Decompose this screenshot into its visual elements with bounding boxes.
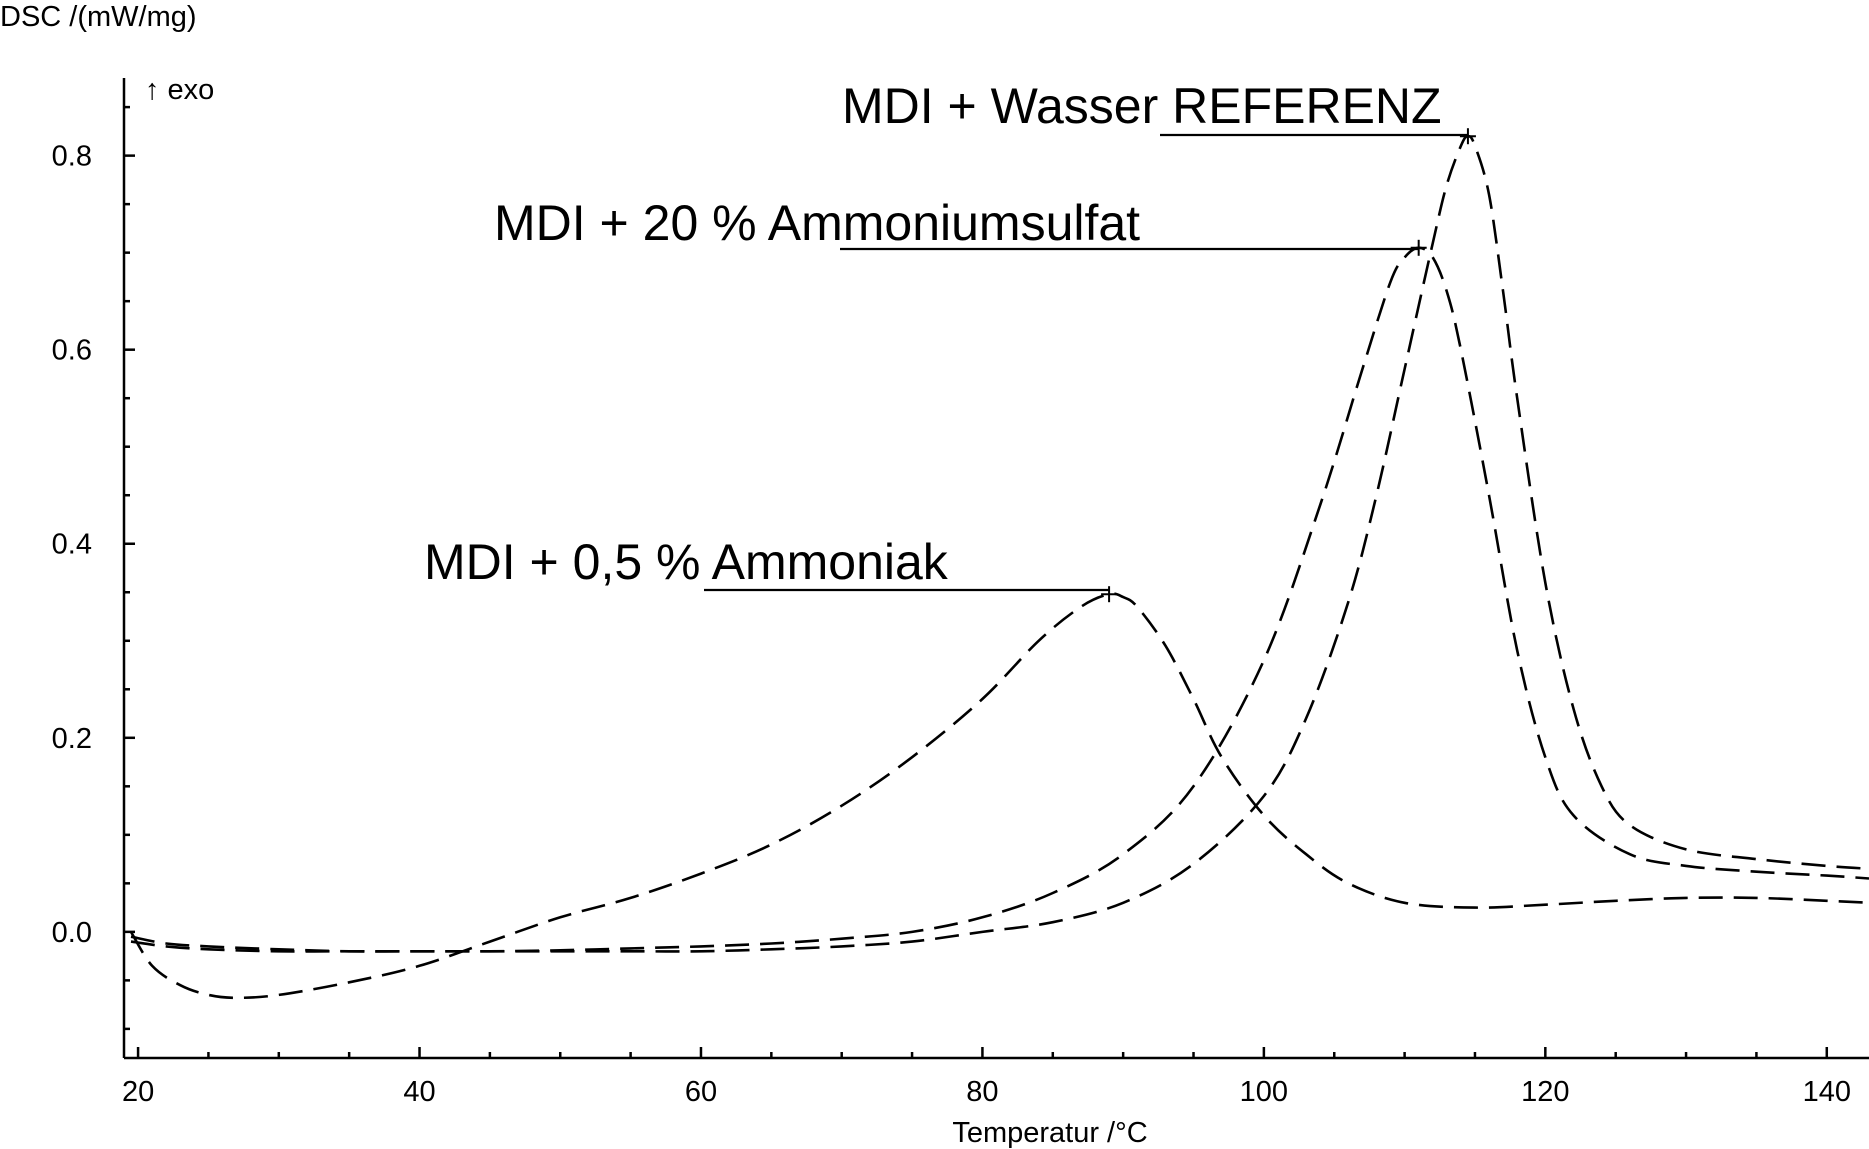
series-layer (131, 136, 1869, 998)
series-label-referenz: MDI + Wasser REFERENZ (842, 78, 1442, 134)
y-tick-label-1: 0.2 (52, 723, 92, 755)
x-tick-label-1: 40 (403, 1076, 435, 1108)
y-tick-label-4: 0.8 (52, 141, 92, 173)
x-tick-label-6: 140 (1803, 1076, 1851, 1108)
series-line-2 (131, 594, 1869, 998)
x-tick-label-2: 60 (685, 1076, 717, 1108)
series-label-ammoniak: MDI + 0,5 % Ammoniak (424, 534, 949, 590)
y-axis-title: DSC /(mW/mg) (0, 1, 197, 33)
x-axis-ticks: 20 40 60 80 100 120 140 (122, 1047, 1851, 1108)
x-tick-label-4: 100 (1240, 1076, 1288, 1108)
y-axis-ticks: 0.0 0.2 0.4 0.6 0.8 (52, 107, 135, 1029)
series-line-1 (131, 248, 1869, 952)
x-tick-label-0: 20 (122, 1076, 154, 1108)
y-tick-label-3: 0.6 (52, 335, 92, 367)
x-tick-label-5: 120 (1521, 1076, 1569, 1108)
x-tick-label-3: 80 (966, 1076, 998, 1108)
y-tick-label-0: 0.0 (52, 917, 92, 949)
x-axis-title: Temperatur /°C (952, 1117, 1147, 1149)
series-label-ammoniumsulfat: MDI + 20 % Ammoniumsulfat (494, 195, 1140, 251)
series-line-0 (131, 136, 1869, 951)
exo-direction-label: ↑ exo (145, 74, 214, 106)
y-tick-label-2: 0.4 (52, 529, 92, 561)
